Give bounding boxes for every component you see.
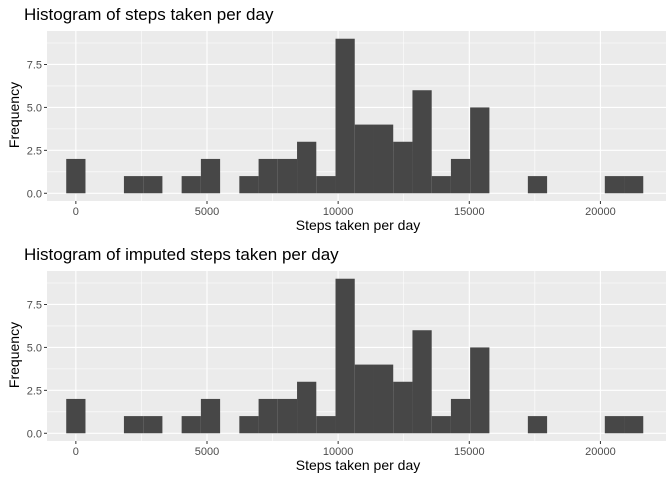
histogram-bar <box>527 176 548 194</box>
x-tick-label: 15000 <box>454 206 485 218</box>
x-tick-label: 20000 <box>585 206 616 218</box>
y-axis-ticks: 0.0 2.5 5.0 7.5 <box>27 59 47 200</box>
x-axis-ticks: 0 5000 10000 15000 20000 <box>73 441 616 458</box>
x-axis-ticks: 0 5000 10000 15000 20000 <box>73 201 616 218</box>
histogram-bar <box>200 158 221 194</box>
histogram-bar <box>354 124 374 194</box>
histogram-bar <box>431 176 451 194</box>
histogram-bar <box>123 416 144 434</box>
histogram-bar <box>470 347 490 434</box>
histogram-bar <box>316 176 336 194</box>
histogram-bar <box>624 416 644 434</box>
chart-title: Histogram of steps taken per day <box>24 5 274 24</box>
histogram-bar <box>373 364 394 434</box>
bars <box>66 38 644 194</box>
histogram-bar <box>297 141 317 194</box>
histogram-bar <box>316 416 336 434</box>
histogram-bar <box>258 398 278 434</box>
histogram-bar <box>412 330 432 434</box>
y-tick-label: 0.0 <box>27 428 42 440</box>
histogram-bar <box>143 176 163 194</box>
y-tick-label: 2.5 <box>27 145 42 157</box>
y-axis-title: Frequency <box>6 322 22 388</box>
histogram-panel-imputed: Histogram of imputed steps taken per day… <box>0 240 672 480</box>
y-tick-label: 7.5 <box>27 59 42 71</box>
y-axis-title: Frequency <box>6 82 22 148</box>
histogram-bar <box>412 90 432 194</box>
histogram-bar <box>181 176 201 194</box>
histogram-bar <box>66 398 86 434</box>
histogram-bar <box>277 158 298 194</box>
histogram-bar <box>527 416 548 434</box>
histogram-bar <box>431 416 451 434</box>
x-tick-label: 5000 <box>195 206 219 218</box>
y-tick-label: 0.0 <box>27 188 42 200</box>
histogram-bar <box>277 398 298 434</box>
y-tick-label: 2.5 <box>27 385 42 397</box>
histogram-bar <box>335 278 355 434</box>
histogram-bar <box>393 381 413 434</box>
histogram-chart-imputed: Histogram of imputed steps taken per day… <box>6 245 666 473</box>
bars <box>66 278 644 434</box>
histogram-bar <box>239 416 259 434</box>
y-tick-label: 5.0 <box>27 102 42 114</box>
chart-title: Histogram of imputed steps taken per day <box>24 245 339 264</box>
x-tick-label: 15000 <box>454 446 485 458</box>
histogram-bar <box>604 416 625 434</box>
x-tick-label: 5000 <box>195 446 219 458</box>
histogram-bar <box>450 158 471 194</box>
x-tick-label: 10000 <box>323 446 354 458</box>
histogram-bar <box>470 107 490 194</box>
x-tick-label: 10000 <box>323 206 354 218</box>
histogram-bar <box>143 416 163 434</box>
histogram-bar <box>393 141 413 194</box>
histogram-bar <box>373 124 394 194</box>
y-axis-ticks: 0.0 2.5 5.0 7.5 <box>27 299 47 440</box>
histogram-bar <box>450 398 471 434</box>
histogram-bar <box>297 381 317 434</box>
histogram-bar <box>354 364 374 434</box>
histogram-bar <box>258 158 278 194</box>
x-axis-title: Steps taken per day <box>296 217 421 233</box>
histogram-bar <box>181 416 201 434</box>
y-tick-label: 7.5 <box>27 299 42 311</box>
histogram-bar <box>123 176 144 194</box>
histogram-bar <box>604 176 625 194</box>
x-axis-title: Steps taken per day <box>296 457 421 473</box>
histogram-chart-steps: Histogram of steps taken per day 0.0 2.5 5… <box>6 5 666 233</box>
x-tick-label: 20000 <box>585 446 616 458</box>
histogram-panel-steps: Histogram of steps taken per day 0.0 2.5 5… <box>6 5 666 233</box>
histogram-bar <box>200 398 221 434</box>
x-tick-label: 0 <box>73 446 79 458</box>
histogram-bar <box>66 158 86 194</box>
histogram-bar <box>239 176 259 194</box>
y-tick-label: 5.0 <box>27 342 42 354</box>
x-tick-label: 0 <box>73 206 79 218</box>
histogram-bar <box>624 176 644 194</box>
histogram-bar <box>335 38 355 194</box>
